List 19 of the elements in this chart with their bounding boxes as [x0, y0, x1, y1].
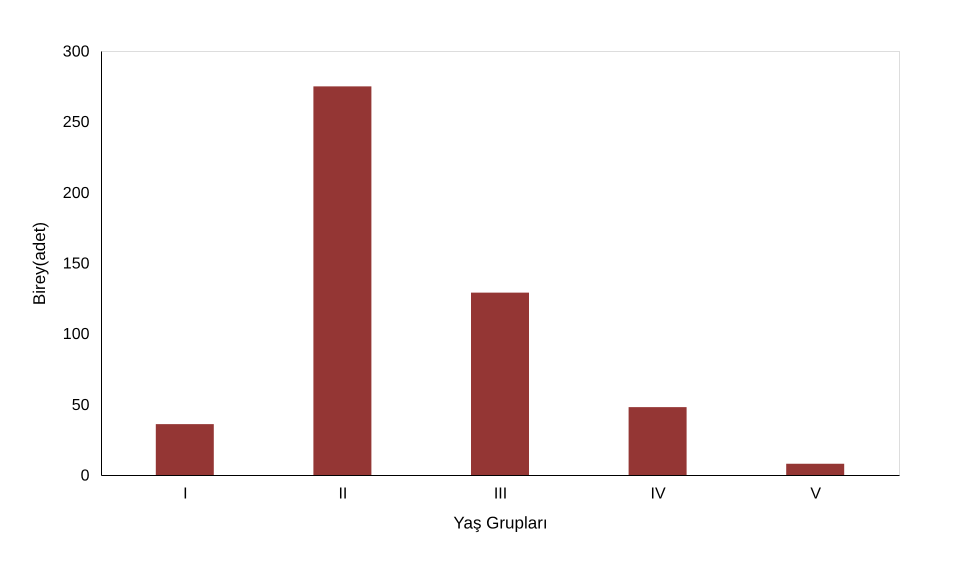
y-tick-label: 0: [80, 468, 90, 484]
x-tick-label: III: [494, 486, 508, 502]
bar: [471, 292, 529, 475]
x-tick-label: I: [183, 486, 188, 502]
bar: [628, 407, 687, 475]
y-tick-label: 100: [62, 326, 90, 344]
y-axis-title: Birey(adet): [30, 222, 49, 306]
x-tick-label: V: [810, 486, 822, 502]
x-tick-label: IV: [650, 486, 666, 502]
bar: [156, 424, 214, 475]
y-tick-label: 150: [62, 256, 90, 272]
bar: [313, 86, 372, 475]
x-tick-label: II: [338, 486, 348, 502]
y-tick-label: 300: [62, 44, 90, 60]
y-tick-label: 50: [72, 396, 90, 414]
y-tick-label: 250: [62, 114, 90, 132]
bar: [786, 464, 844, 475]
y-tick-label: 200: [62, 184, 90, 202]
x-axis-title: Yaş Grupları: [453, 514, 548, 532]
